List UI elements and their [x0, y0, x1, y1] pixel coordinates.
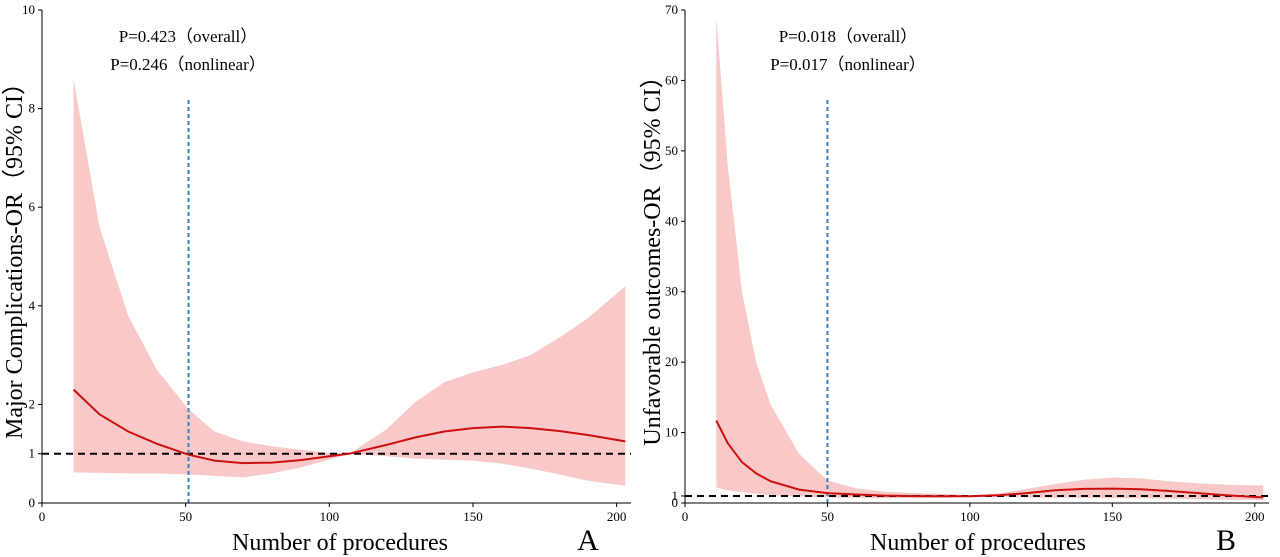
- y-axis-title: Major Complications-OR（95% CI）: [2, 71, 28, 439]
- p-value-annotation: P=0.423（overall）: [119, 27, 258, 46]
- y-tick-label: 10: [665, 425, 678, 440]
- y-tick-label: 20: [665, 354, 678, 369]
- or-curve: [72, 388, 626, 465]
- p-value-annotation: P=0.018（overall）: [779, 27, 918, 46]
- chart-panel-b: 01 10 20 30 40 50 60 70 0 50 100 150 200 Number of pr…: [640, 2, 1269, 557]
- confidence-band: [716, 17, 1264, 501]
- y-tick-label: 4: [29, 298, 36, 313]
- y-tick-label: 70: [665, 2, 678, 17]
- y-tick-label: 1: [672, 488, 679, 503]
- x-axis-title: Number of procedures: [232, 530, 448, 556]
- y-tick-label: 1: [29, 446, 36, 461]
- x-tick-label: 150: [463, 509, 483, 524]
- x-tick-label: 150: [1103, 509, 1123, 524]
- y-tick-label: 6: [29, 199, 36, 214]
- y-tick-label: 50: [665, 143, 678, 158]
- y-tick-label: 0: [672, 495, 679, 510]
- x-tick-label: 50: [821, 509, 834, 524]
- y-tick-label: 2: [29, 396, 36, 411]
- x-tick-label: 200: [607, 509, 627, 524]
- x-tick-label: 100: [320, 509, 340, 524]
- panel-label: A: [577, 524, 599, 557]
- y-tick-label: 60: [665, 72, 678, 87]
- x-tick-label: 0: [682, 509, 689, 524]
- p-value-annotation: P=0.246（nonlinear）: [110, 55, 266, 74]
- x-tick-label: 0: [39, 509, 46, 524]
- confidence-band: [73, 79, 626, 486]
- x-tick-label: 50: [179, 509, 192, 524]
- panel-label: B: [1216, 524, 1236, 557]
- y-tick-label: 10: [22, 2, 35, 17]
- x-tick-label: 100: [960, 509, 980, 524]
- y-tick-label: 8: [29, 101, 36, 116]
- y-tick-label: 40: [665, 213, 678, 228]
- y-axis-title: Unfavorable outcomes-OR（95% CI）: [640, 64, 666, 445]
- p-value-annotation: P=0.017（nonlinear）: [770, 55, 926, 74]
- y-tick-label: 0: [29, 495, 36, 510]
- x-axis-title: Number of procedures: [870, 530, 1086, 556]
- y-tick-label: 30: [665, 284, 678, 299]
- x-tick-label: 200: [1245, 509, 1265, 524]
- or-curve: [715, 420, 1264, 499]
